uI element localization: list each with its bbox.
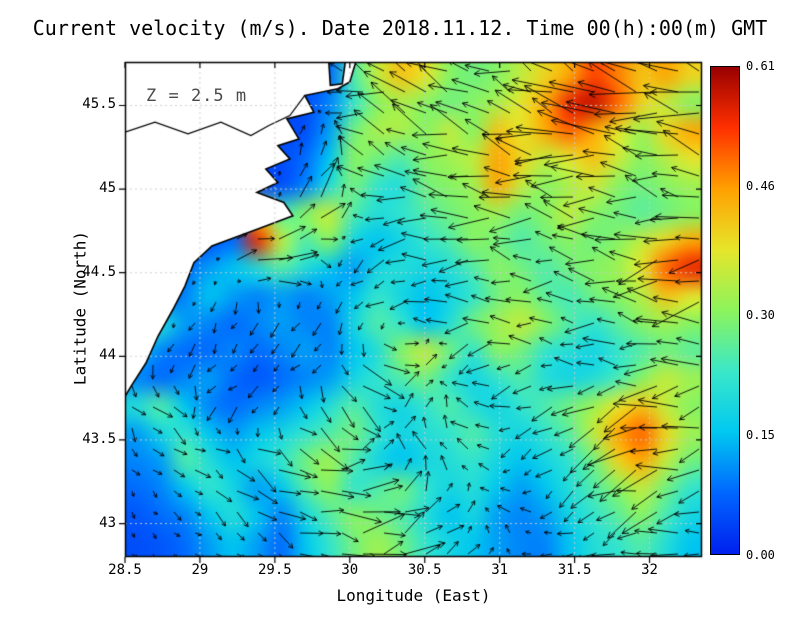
x-tick-label: 30 <box>341 562 359 578</box>
x-tick-label: 31 <box>491 562 509 578</box>
colorbar-tick-label: 0.61 <box>746 59 775 73</box>
x-tick-label: 32 <box>641 562 658 578</box>
y-tick-label: 45.5 <box>82 96 116 113</box>
colorbar-tick-label: 0.00 <box>746 548 775 562</box>
x-tick-label: 31.5 <box>557 562 592 578</box>
colorbar-tick-label: 0.46 <box>746 179 775 194</box>
y-tick-label: 43 <box>99 514 116 531</box>
x-tick-label: 29.5 <box>258 562 292 578</box>
y-tick-label: 45 <box>99 180 116 197</box>
colorbar <box>710 66 740 555</box>
colorbar-tick-label: 0.15 <box>746 427 775 442</box>
depth-annotation: Z = 2.5 m <box>146 86 248 106</box>
y-tick-label: 43.5 <box>82 430 116 447</box>
y-tick-label: 44 <box>99 347 116 364</box>
y-tick-label: 44.5 <box>82 263 116 280</box>
colorbar-tick-label: 0.30 <box>746 307 775 322</box>
x-tick-label: 29 <box>191 562 209 578</box>
x-axis-label: Longitude (East) <box>336 586 491 605</box>
x-tick-label: 28.5 <box>108 562 142 578</box>
x-tick-label: 30.5 <box>407 562 442 578</box>
